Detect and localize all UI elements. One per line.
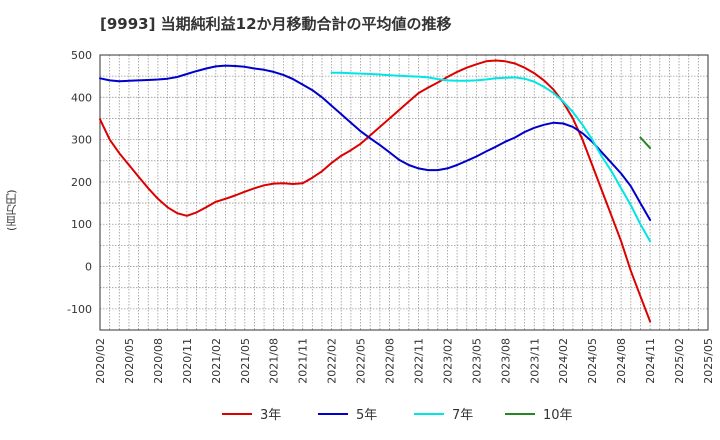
- x-tick-label: 2025/05: [702, 338, 715, 384]
- legend-label: 10年: [543, 408, 573, 423]
- x-tick-label: 2023/11: [528, 338, 541, 384]
- x-tick-label: 2023/05: [470, 338, 483, 384]
- y-tick-label: 200: [71, 176, 92, 189]
- series-line-5年: [99, 64, 652, 221]
- legend-label: 3年: [260, 408, 281, 423]
- y-tick-label: 300: [71, 134, 92, 147]
- x-tick-label: 2022/02: [326, 338, 339, 384]
- legend-label: 7年: [452, 408, 473, 423]
- y-tick-label: 100: [71, 218, 92, 231]
- x-tick-label: 2023/02: [441, 338, 454, 384]
- x-tick-label: 2020/05: [123, 338, 136, 384]
- x-tick-label: 2020/08: [152, 338, 165, 384]
- x-tick-label: 2023/08: [499, 338, 512, 384]
- x-tick-label: 2025/02: [673, 338, 686, 384]
- x-tick-label: 2024/02: [557, 338, 570, 384]
- y-tick-label: 0: [85, 261, 92, 274]
- y-tick-label: 400: [71, 91, 92, 104]
- x-tick-label: 2021/08: [268, 338, 281, 384]
- x-tick-label: 2020/11: [181, 338, 194, 384]
- x-tick-label: 2021/02: [210, 338, 223, 384]
- legend-label: 5年: [356, 408, 377, 423]
- plot-frame: [99, 54, 709, 331]
- plot-area: [100, 55, 708, 330]
- x-tick-label: 2021/11: [297, 338, 310, 384]
- x-tick-label: 2022/08: [384, 338, 397, 384]
- x-tick-label: 2020/02: [94, 338, 107, 384]
- x-tick-label: 2024/08: [615, 338, 628, 384]
- x-tick-label: 2024/11: [644, 338, 657, 384]
- y-tick-label: -100: [67, 303, 92, 316]
- x-tick-label: 2022/05: [355, 338, 368, 384]
- series-line-10年: [639, 136, 652, 150]
- y-tick-label: 500: [71, 49, 92, 62]
- x-tick-label: 2024/05: [586, 338, 599, 384]
- x-tick-label: 2021/05: [239, 338, 252, 384]
- chart-title: [9993] 当期純利益12か月移動合計の平均値の推移: [100, 15, 452, 33]
- x-tick-label: 2022/11: [412, 338, 425, 384]
- series-line-7年: [330, 71, 652, 243]
